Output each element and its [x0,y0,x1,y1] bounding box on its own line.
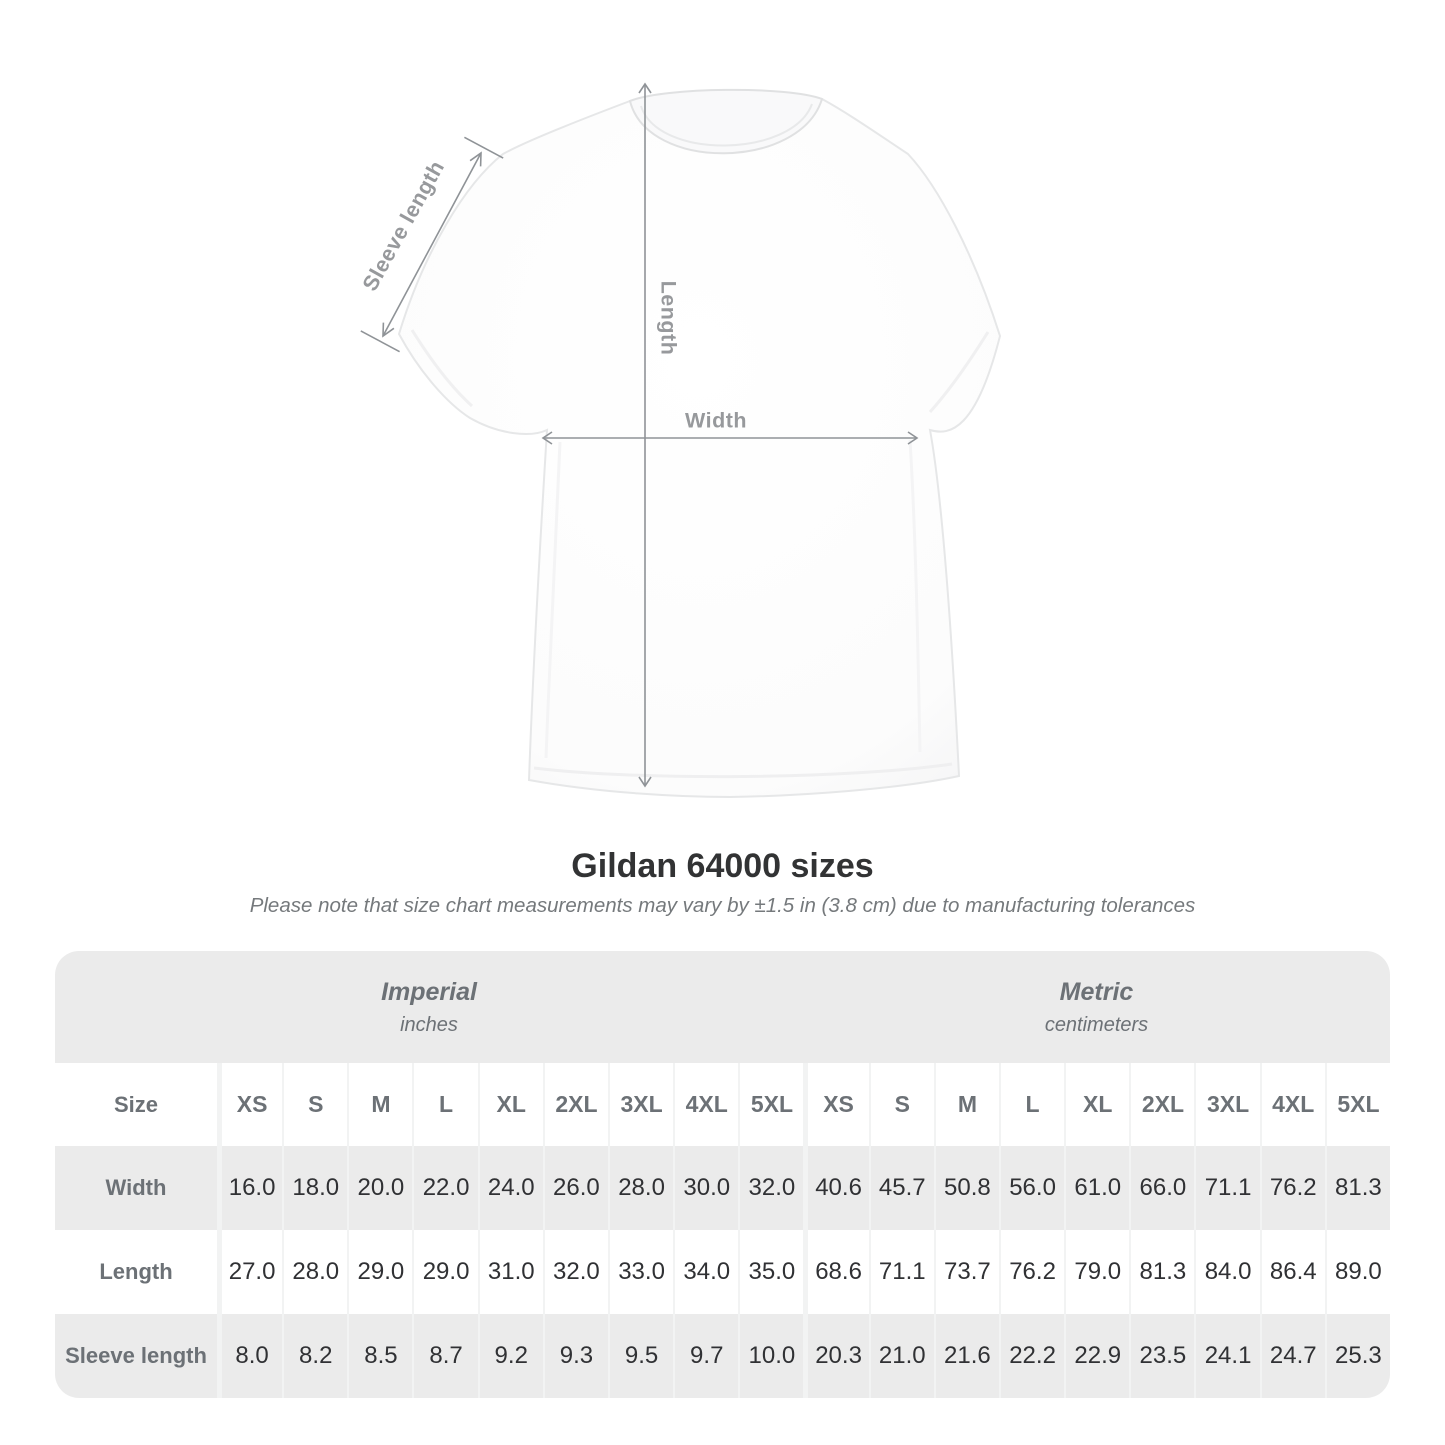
length-cell: 31.0 [477,1230,543,1315]
length-cell: 71.1 [868,1230,934,1315]
width-cell: 40.6 [803,1146,868,1231]
width-cell: 24.0 [477,1146,543,1231]
width-cell: 66.0 [1129,1146,1194,1231]
width-cell: 76.2 [1259,1146,1325,1231]
size-col-header: XS [217,1063,282,1147]
tshirt-shape [397,88,1002,799]
imperial-unit-label: inches [400,1013,458,1036]
size-column-label: Size [113,1091,159,1117]
sleeve-cell: 8.0 [217,1314,282,1399]
size-col-header: 5XL [738,1063,803,1147]
width-cell: 28.0 [607,1146,673,1231]
sleeve-cell: 24.1 [1194,1314,1259,1399]
sleeve-cell: 21.0 [868,1314,934,1399]
page-title: Gildan 64000 sizes [571,847,874,885]
size-col-header: L [412,1063,477,1147]
width-arrow [541,431,919,445]
size-col-header: XL [1064,1063,1129,1147]
metric-section-header: Metric centimeters [803,951,1390,1063]
length-cell: 29.0 [347,1230,412,1315]
size-col-header: XS [803,1063,868,1147]
metric-unit-label: centimeters [1044,1013,1149,1036]
sleeve-cell: 9.5 [607,1314,673,1399]
length-cell: 27.0 [217,1230,282,1315]
size-col-header: S [868,1063,934,1147]
sleeve-cell: 8.7 [412,1314,477,1399]
sleeve-length-arrow [360,136,504,353]
row-label: Width [105,1175,167,1201]
width-cell: 50.8 [933,1146,999,1231]
length-cell: 32.0 [542,1230,608,1315]
imperial-section-header: Imperial inches [55,951,803,1063]
size-col-header: 5XL [1324,1063,1390,1147]
size-header-row: Size XS S M L XL 2XL 3XL 4XL 5XL XS S M … [55,1063,1390,1147]
length-cell: 33.0 [607,1230,673,1315]
length-cell: 86.4 [1259,1230,1325,1315]
size-col-header: 2XL [542,1063,608,1147]
sleeve-cell: 9.3 [542,1314,608,1399]
imperial-label: Imperial [381,977,477,1006]
width-cell: 18.0 [282,1146,347,1231]
width-cell: 30.0 [673,1146,738,1231]
width-row: Width 16.0 18.0 20.0 22.0 24.0 26.0 28.0… [55,1146,1390,1231]
tolerance-note: Please note that size chart measurements… [249,893,1196,917]
size-table: Imperial inches Metric centimeters Size … [55,951,1390,1399]
size-col-header: M [347,1063,412,1147]
length-cell: 35.0 [738,1230,803,1315]
size-col-header: 4XL [1259,1063,1325,1147]
size-col-header: M [933,1063,999,1147]
length-cell: 89.0 [1324,1230,1390,1315]
length-row: Length 27.0 28.0 29.0 29.0 31.0 32.0 33.… [55,1230,1390,1315]
size-col-header: 4XL [673,1063,738,1147]
sleeve-length-row: Sleeve length 8.0 8.2 8.5 8.7 9.2 9.3 9.… [55,1314,1390,1399]
sleeve-cell: 25.3 [1324,1314,1390,1399]
sleeve-cell: 23.5 [1129,1314,1194,1399]
size-col-header: XL [477,1063,543,1147]
unit-system-header: Imperial inches Metric centimeters [55,951,1390,1064]
width-cell: 61.0 [1064,1146,1129,1231]
length-cell: 81.3 [1129,1230,1194,1315]
size-col-header: S [282,1063,347,1147]
size-col-header: L [998,1063,1064,1147]
sleeve-cell: 9.2 [477,1314,543,1399]
size-col-header: 3XL [607,1063,673,1147]
width-cell: 20.0 [347,1146,412,1231]
sleeve-cell: 22.2 [998,1314,1064,1399]
length-dimension-label: Length [656,280,681,356]
sleeve-cell: 24.7 [1259,1314,1325,1399]
size-col-header: 3XL [1194,1063,1259,1147]
size-col-header: 2XL [1129,1063,1194,1147]
sleeve-cell: 21.6 [933,1314,999,1399]
row-label: Length [99,1259,173,1285]
width-dimension-label: Width [684,408,748,433]
width-cell: 32.0 [738,1146,803,1231]
width-cell: 81.3 [1324,1146,1390,1231]
length-cell: 84.0 [1194,1230,1259,1315]
length-arrow [638,82,652,788]
sleeve-cell: 20.3 [803,1314,868,1399]
length-cell: 68.6 [803,1230,868,1315]
tshirt-diagram: Sleeve length Length Width [358,82,1002,799]
length-cell: 28.0 [282,1230,347,1315]
sleeve-cell: 9.7 [673,1314,738,1399]
length-cell: 29.0 [412,1230,477,1315]
width-cell: 22.0 [412,1146,477,1231]
sleeve-cell: 22.9 [1064,1314,1129,1399]
width-cell: 45.7 [868,1146,934,1231]
sleeve-cell: 10.0 [738,1314,803,1399]
sleeve-cell: 8.5 [347,1314,412,1399]
width-cell: 71.1 [1194,1146,1259,1231]
length-cell: 73.7 [933,1230,999,1315]
metric-label: Metric [1059,977,1134,1006]
width-cell: 26.0 [542,1146,608,1231]
length-cell: 79.0 [1064,1230,1129,1315]
row-label: Sleeve length [65,1343,207,1369]
length-cell: 76.2 [998,1230,1064,1315]
sleeve-cell: 8.2 [282,1314,347,1399]
width-cell: 16.0 [217,1146,282,1231]
width-cell: 56.0 [998,1146,1064,1231]
length-cell: 34.0 [673,1230,738,1315]
tshirt-illustration [360,82,1002,799]
